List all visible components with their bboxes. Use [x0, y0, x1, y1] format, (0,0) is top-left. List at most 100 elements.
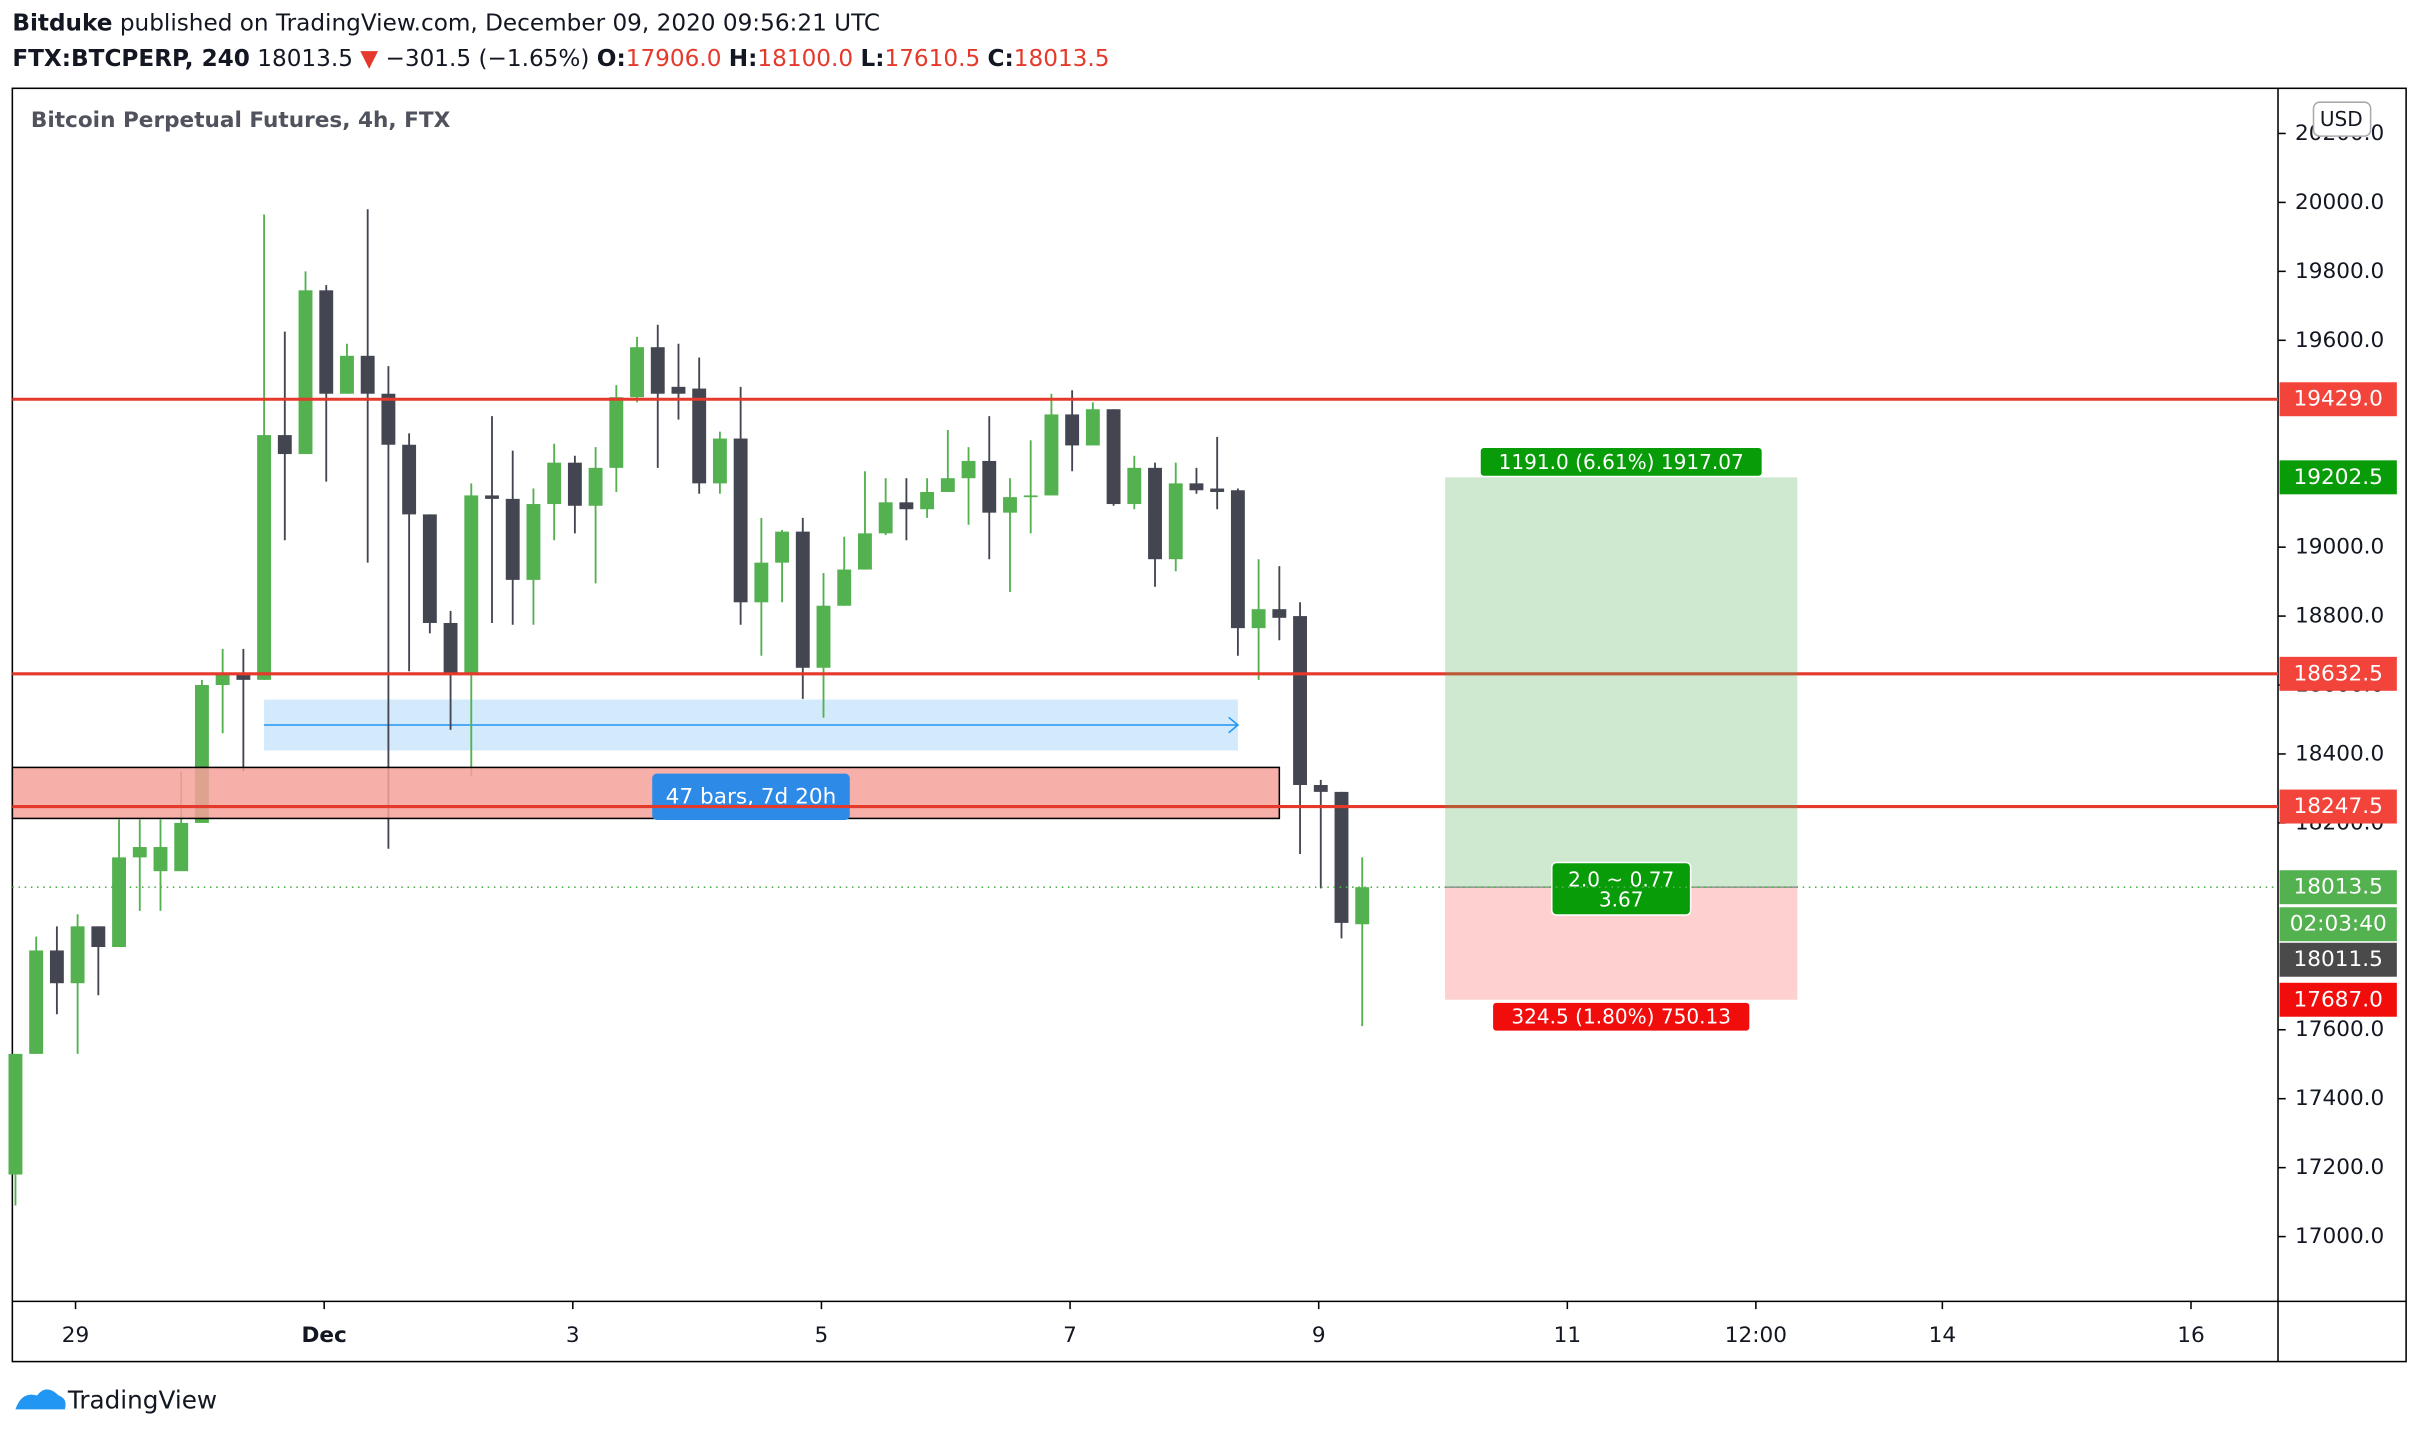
candle-body [1023, 495, 1038, 498]
published: published on TradingView.com, December 0… [120, 10, 880, 36]
candle-body [1127, 467, 1142, 505]
arrow: ▼ [360, 46, 378, 72]
candle-body [422, 514, 437, 623]
candle-body [174, 822, 189, 872]
target-label: 1191.0 (6.61%) 1917.07 [1499, 450, 1744, 474]
ohlc-key: L: [860, 46, 884, 72]
candle-body [754, 562, 769, 603]
price-line-tag: 18247.5 [2294, 794, 2383, 819]
candle-body [1085, 409, 1100, 446]
ohlc-value: 18013.5 [1014, 46, 1110, 72]
brand: TradingView [67, 1386, 217, 1415]
candle-body [692, 388, 707, 484]
stop-tag-box [2279, 982, 2397, 1017]
x-tick-label: 5 [815, 1323, 829, 1348]
y-tick-label: 17600.0 [2295, 1017, 2384, 1042]
candle-body [920, 491, 935, 510]
last-price-tag: 18013.5 [2294, 875, 2383, 900]
header-line-2: FTX:BTCPERP, 240 18013.5 ▼ −301.5 (−1.65… [12, 46, 1109, 72]
candle-body [733, 438, 748, 603]
zone [11, 766, 1281, 820]
candle-body [505, 498, 520, 580]
plot-layer: 20200.020000.019800.019600.019000.018800… [8, 121, 2397, 1348]
stop-label: 324.5 (1.80%) 750.13 [1511, 1005, 1731, 1029]
candle-body [940, 478, 955, 492]
candle-body [1251, 609, 1266, 629]
x-tick-label: 11 [1554, 1323, 1581, 1348]
price-line-tag-box [2279, 656, 2397, 691]
footer: TradingView [15, 1386, 217, 1415]
candle-body [257, 435, 272, 680]
candle-body [816, 605, 831, 668]
y-tick-label: 18800.0 [2295, 604, 2384, 629]
y-tick-label: 17200.0 [2295, 1155, 2384, 1180]
price-line-tag: 19429.0 [2294, 387, 2383, 412]
x-tick-label: 29 [62, 1323, 89, 1348]
candle-body [277, 435, 292, 455]
candle-body [29, 950, 44, 1054]
ratio-label: 2.0 ~ 0.77 [1568, 867, 1674, 891]
ohlc-value: 17610.5 [884, 46, 980, 72]
candle-body [899, 502, 914, 510]
x-tick-label: Dec [301, 1323, 346, 1348]
candle-body [8, 1053, 23, 1175]
candle-body [547, 462, 562, 505]
stop-tag: 17687.0 [2294, 987, 2383, 1012]
x-tick-label: 14 [1929, 1323, 1956, 1348]
candle-body [153, 847, 168, 872]
bid-tag: 18011.5 [2294, 947, 2383, 972]
candle-body [630, 347, 644, 398]
ohlc-key: O: [597, 46, 626, 72]
candle-body [650, 347, 665, 394]
bid-tag-box [2279, 942, 2397, 977]
candle-body [1003, 497, 1017, 513]
candle-body [1189, 483, 1204, 491]
y-tick-label: 19800.0 [2295, 259, 2384, 284]
candle-body [1106, 409, 1121, 505]
x-tick-label: 3 [566, 1323, 580, 1348]
y-tick-label: 18400.0 [2295, 741, 2384, 766]
candle-body [381, 393, 396, 445]
candle-body [837, 569, 852, 606]
candle-body [1210, 488, 1225, 492]
candle-body [588, 467, 603, 506]
candle-body [775, 531, 790, 563]
price-line-tag-box [2279, 382, 2397, 417]
candle-body [1044, 414, 1059, 496]
candle-body [485, 495, 499, 499]
price-line-tag: 18632.5 [2294, 661, 2383, 686]
candle-body [49, 950, 64, 984]
candle-body [236, 674, 251, 680]
candle-body [609, 397, 624, 468]
candle-body [567, 462, 582, 506]
chart-title: Bitcoin Perpetual Futures, 4h, FTX [31, 108, 451, 133]
candle-body [1148, 467, 1162, 560]
candle-body [712, 438, 727, 484]
change: −301.5 (−1.65%) [385, 46, 589, 72]
countdown-tag: 02:03:40 [2290, 912, 2387, 937]
x-tick-label: 9 [1312, 1323, 1326, 1348]
logo [15, 1389, 66, 1410]
countdown-tag-box [2279, 907, 2397, 942]
candle-body [1065, 414, 1080, 446]
stop-label-box [1493, 1002, 1750, 1031]
candle-body [443, 622, 458, 673]
price-line-tag-box [2279, 789, 2397, 824]
y-tick-label: 20000.0 [2295, 190, 2384, 215]
candle-body [795, 531, 810, 668]
ohlc-value: 17906.0 [626, 46, 722, 72]
candle-body [70, 926, 85, 984]
candle-body [1272, 609, 1287, 618]
candle-body [91, 926, 106, 948]
candle-body [360, 355, 375, 394]
x-tick-label: 7 [1063, 1323, 1077, 1348]
candle-body [961, 460, 976, 479]
target-label-box [1480, 448, 1762, 476]
x-tick-label: 12:00 [1725, 1323, 1787, 1348]
candle-body [526, 504, 541, 580]
header-line-1: Bitduke published on TradingView.com, De… [12, 10, 880, 36]
y-tick-label: 19600.0 [2295, 328, 2384, 353]
candle-body [298, 290, 313, 455]
last-price-tag-box [2279, 870, 2397, 905]
